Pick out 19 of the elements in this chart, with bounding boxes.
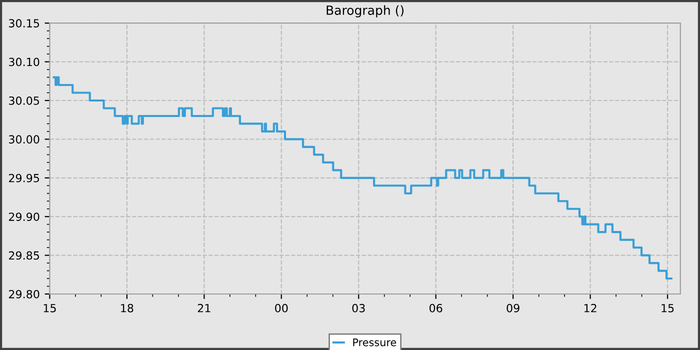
y-tick-label: 30.10 — [9, 58, 40, 66]
y-tick-label: 29.90 — [8, 212, 40, 221]
x-tick-label: 06 — [430, 304, 442, 312]
y-tick-label: 30.00 — [9, 135, 40, 144]
x-tick-label: 12 — [584, 304, 596, 312]
x-tick-label: 15 — [44, 304, 56, 312]
y-tick-label: 30.05 — [9, 96, 40, 105]
y-tick-label: 29.80 — [8, 290, 40, 298]
x-tick-label: 00 — [275, 304, 288, 312]
y-tick-label: 30.15 — [9, 19, 40, 28]
y-tick-label: 29.85 — [8, 251, 40, 260]
chart-title: Barograph () — [326, 5, 404, 18]
y-tick-label: 29.95 — [8, 174, 40, 182]
x-tick-label: 09 — [506, 304, 520, 312]
x-tick-label: 18 — [121, 304, 134, 312]
x-tick-label: 21 — [198, 304, 210, 312]
x-tick-label: 15 — [662, 304, 674, 312]
x-tick-label: 03 — [352, 304, 365, 312]
legend-label: Pressure — [353, 338, 396, 346]
